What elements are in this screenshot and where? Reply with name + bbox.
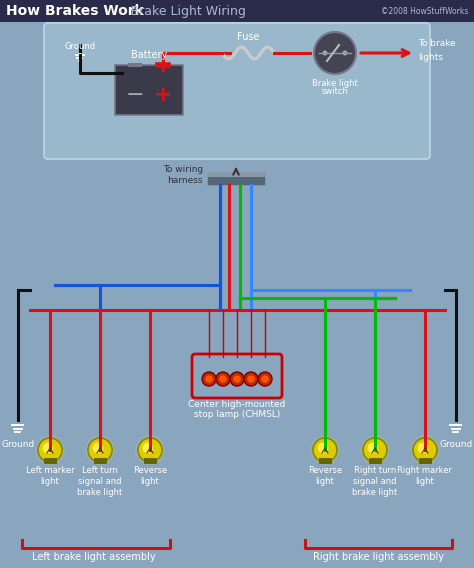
Text: Left marker
light: Left marker light — [26, 466, 74, 486]
Text: lights: lights — [418, 52, 443, 61]
Bar — [0, 0, 474, 22]
Circle shape — [261, 375, 269, 383]
Circle shape — [138, 438, 162, 462]
Circle shape — [219, 375, 227, 383]
Text: +: + — [153, 85, 172, 105]
Circle shape — [418, 442, 428, 453]
Text: Reverse
light: Reverse light — [133, 466, 167, 486]
Bar — [419, 458, 431, 463]
Text: switch: switch — [321, 87, 348, 96]
Text: Center high-mounted: Center high-mounted — [188, 400, 286, 409]
Circle shape — [314, 32, 356, 74]
Circle shape — [247, 375, 255, 383]
Text: Right turn
signal and
brake light: Right turn signal and brake light — [352, 466, 398, 497]
Text: To brake: To brake — [418, 40, 456, 48]
Circle shape — [43, 442, 54, 453]
Text: Right brake light assembly: Right brake light assembly — [313, 552, 444, 562]
Bar — [144, 458, 156, 463]
Text: −: − — [126, 85, 145, 105]
Circle shape — [35, 435, 65, 465]
Text: To wiring
harness: To wiring harness — [163, 165, 203, 185]
Circle shape — [244, 372, 258, 386]
Circle shape — [233, 375, 241, 383]
Circle shape — [318, 442, 328, 453]
Text: Reverse
light: Reverse light — [308, 466, 342, 486]
Circle shape — [322, 51, 328, 56]
Circle shape — [205, 375, 213, 383]
Circle shape — [360, 435, 390, 465]
Bar — [369, 458, 381, 463]
Circle shape — [216, 372, 230, 386]
Bar — [207, 172, 265, 177]
Text: Brake light: Brake light — [312, 79, 358, 88]
Text: Right marker
light: Right marker light — [398, 466, 453, 486]
Text: Fuse: Fuse — [237, 32, 259, 42]
Circle shape — [92, 442, 103, 453]
Circle shape — [310, 435, 340, 465]
Text: Ground: Ground — [1, 440, 35, 449]
Circle shape — [410, 435, 440, 465]
Circle shape — [202, 372, 216, 386]
Circle shape — [368, 442, 378, 453]
Bar — [207, 172, 265, 185]
Text: stop lamp (CHMSL): stop lamp (CHMSL) — [194, 410, 280, 419]
Circle shape — [230, 372, 244, 386]
FancyBboxPatch shape — [44, 23, 430, 159]
Text: How Brakes Work: How Brakes Work — [6, 4, 144, 18]
Circle shape — [85, 435, 115, 465]
Bar — [115, 65, 183, 115]
Text: Battery: Battery — [131, 50, 167, 60]
Circle shape — [143, 442, 154, 453]
Circle shape — [135, 435, 165, 465]
Circle shape — [363, 438, 387, 462]
Bar — [94, 458, 106, 463]
Bar — [44, 458, 56, 463]
Circle shape — [343, 51, 347, 56]
Circle shape — [313, 438, 337, 462]
Circle shape — [258, 372, 272, 386]
Text: -  Brake Light Wiring: - Brake Light Wiring — [114, 5, 246, 18]
Text: Left turn
signal and
brake light: Left turn signal and brake light — [77, 466, 123, 497]
Bar — [319, 458, 331, 463]
Circle shape — [413, 438, 437, 462]
Circle shape — [88, 438, 112, 462]
Text: Ground: Ground — [64, 42, 96, 51]
Circle shape — [38, 438, 62, 462]
Text: Ground: Ground — [439, 440, 473, 449]
Text: ©2008 HowStuffWorks: ©2008 HowStuffWorks — [381, 6, 468, 15]
Text: Left brake light assembly: Left brake light assembly — [32, 552, 156, 562]
